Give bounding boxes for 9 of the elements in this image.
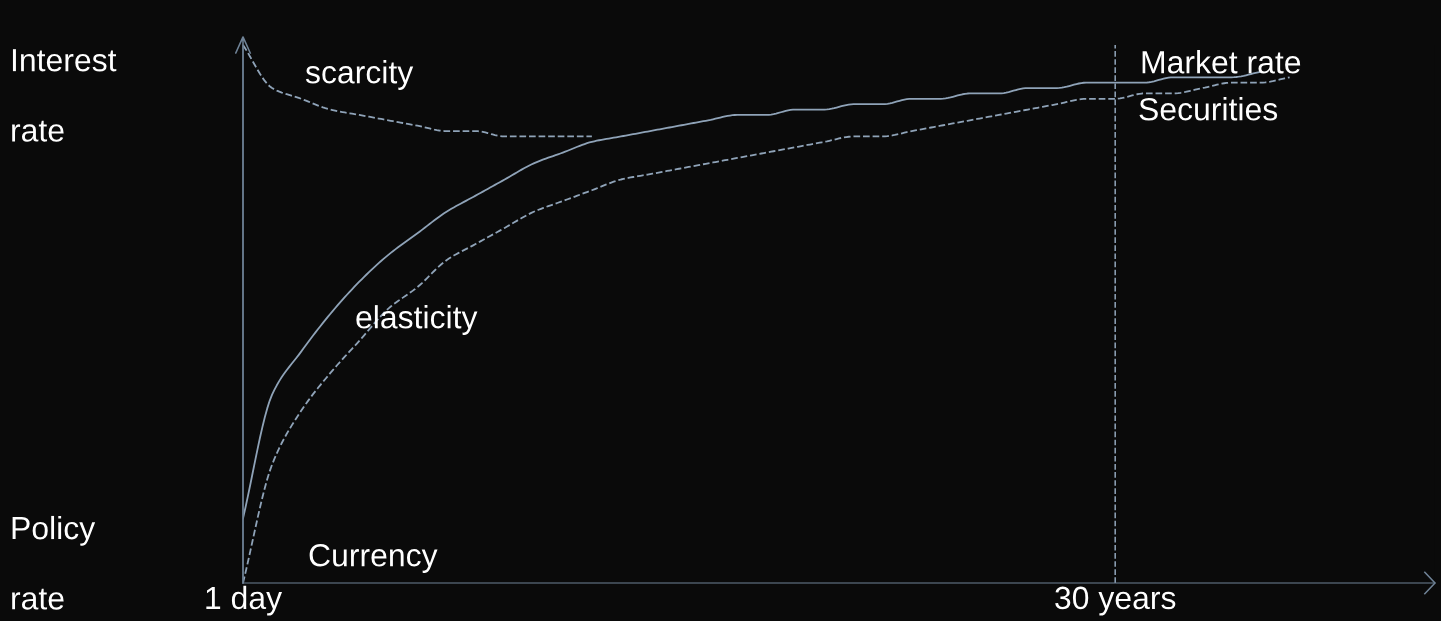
annotation: Securities — [1139, 97, 1278, 121]
annotation: elasticity — [356, 305, 478, 335]
annotation: Market rate — [1142, 50, 1301, 74]
annotation: scarcity — [305, 60, 414, 90]
x-tick-label: 30 years — [1055, 586, 1176, 616]
annotation: Currency — [309, 543, 438, 573]
text: Policy rate — [12, 515, 96, 610]
text: Interest rate — [12, 49, 117, 142]
x-tick-label: 1 day — [206, 585, 283, 616]
